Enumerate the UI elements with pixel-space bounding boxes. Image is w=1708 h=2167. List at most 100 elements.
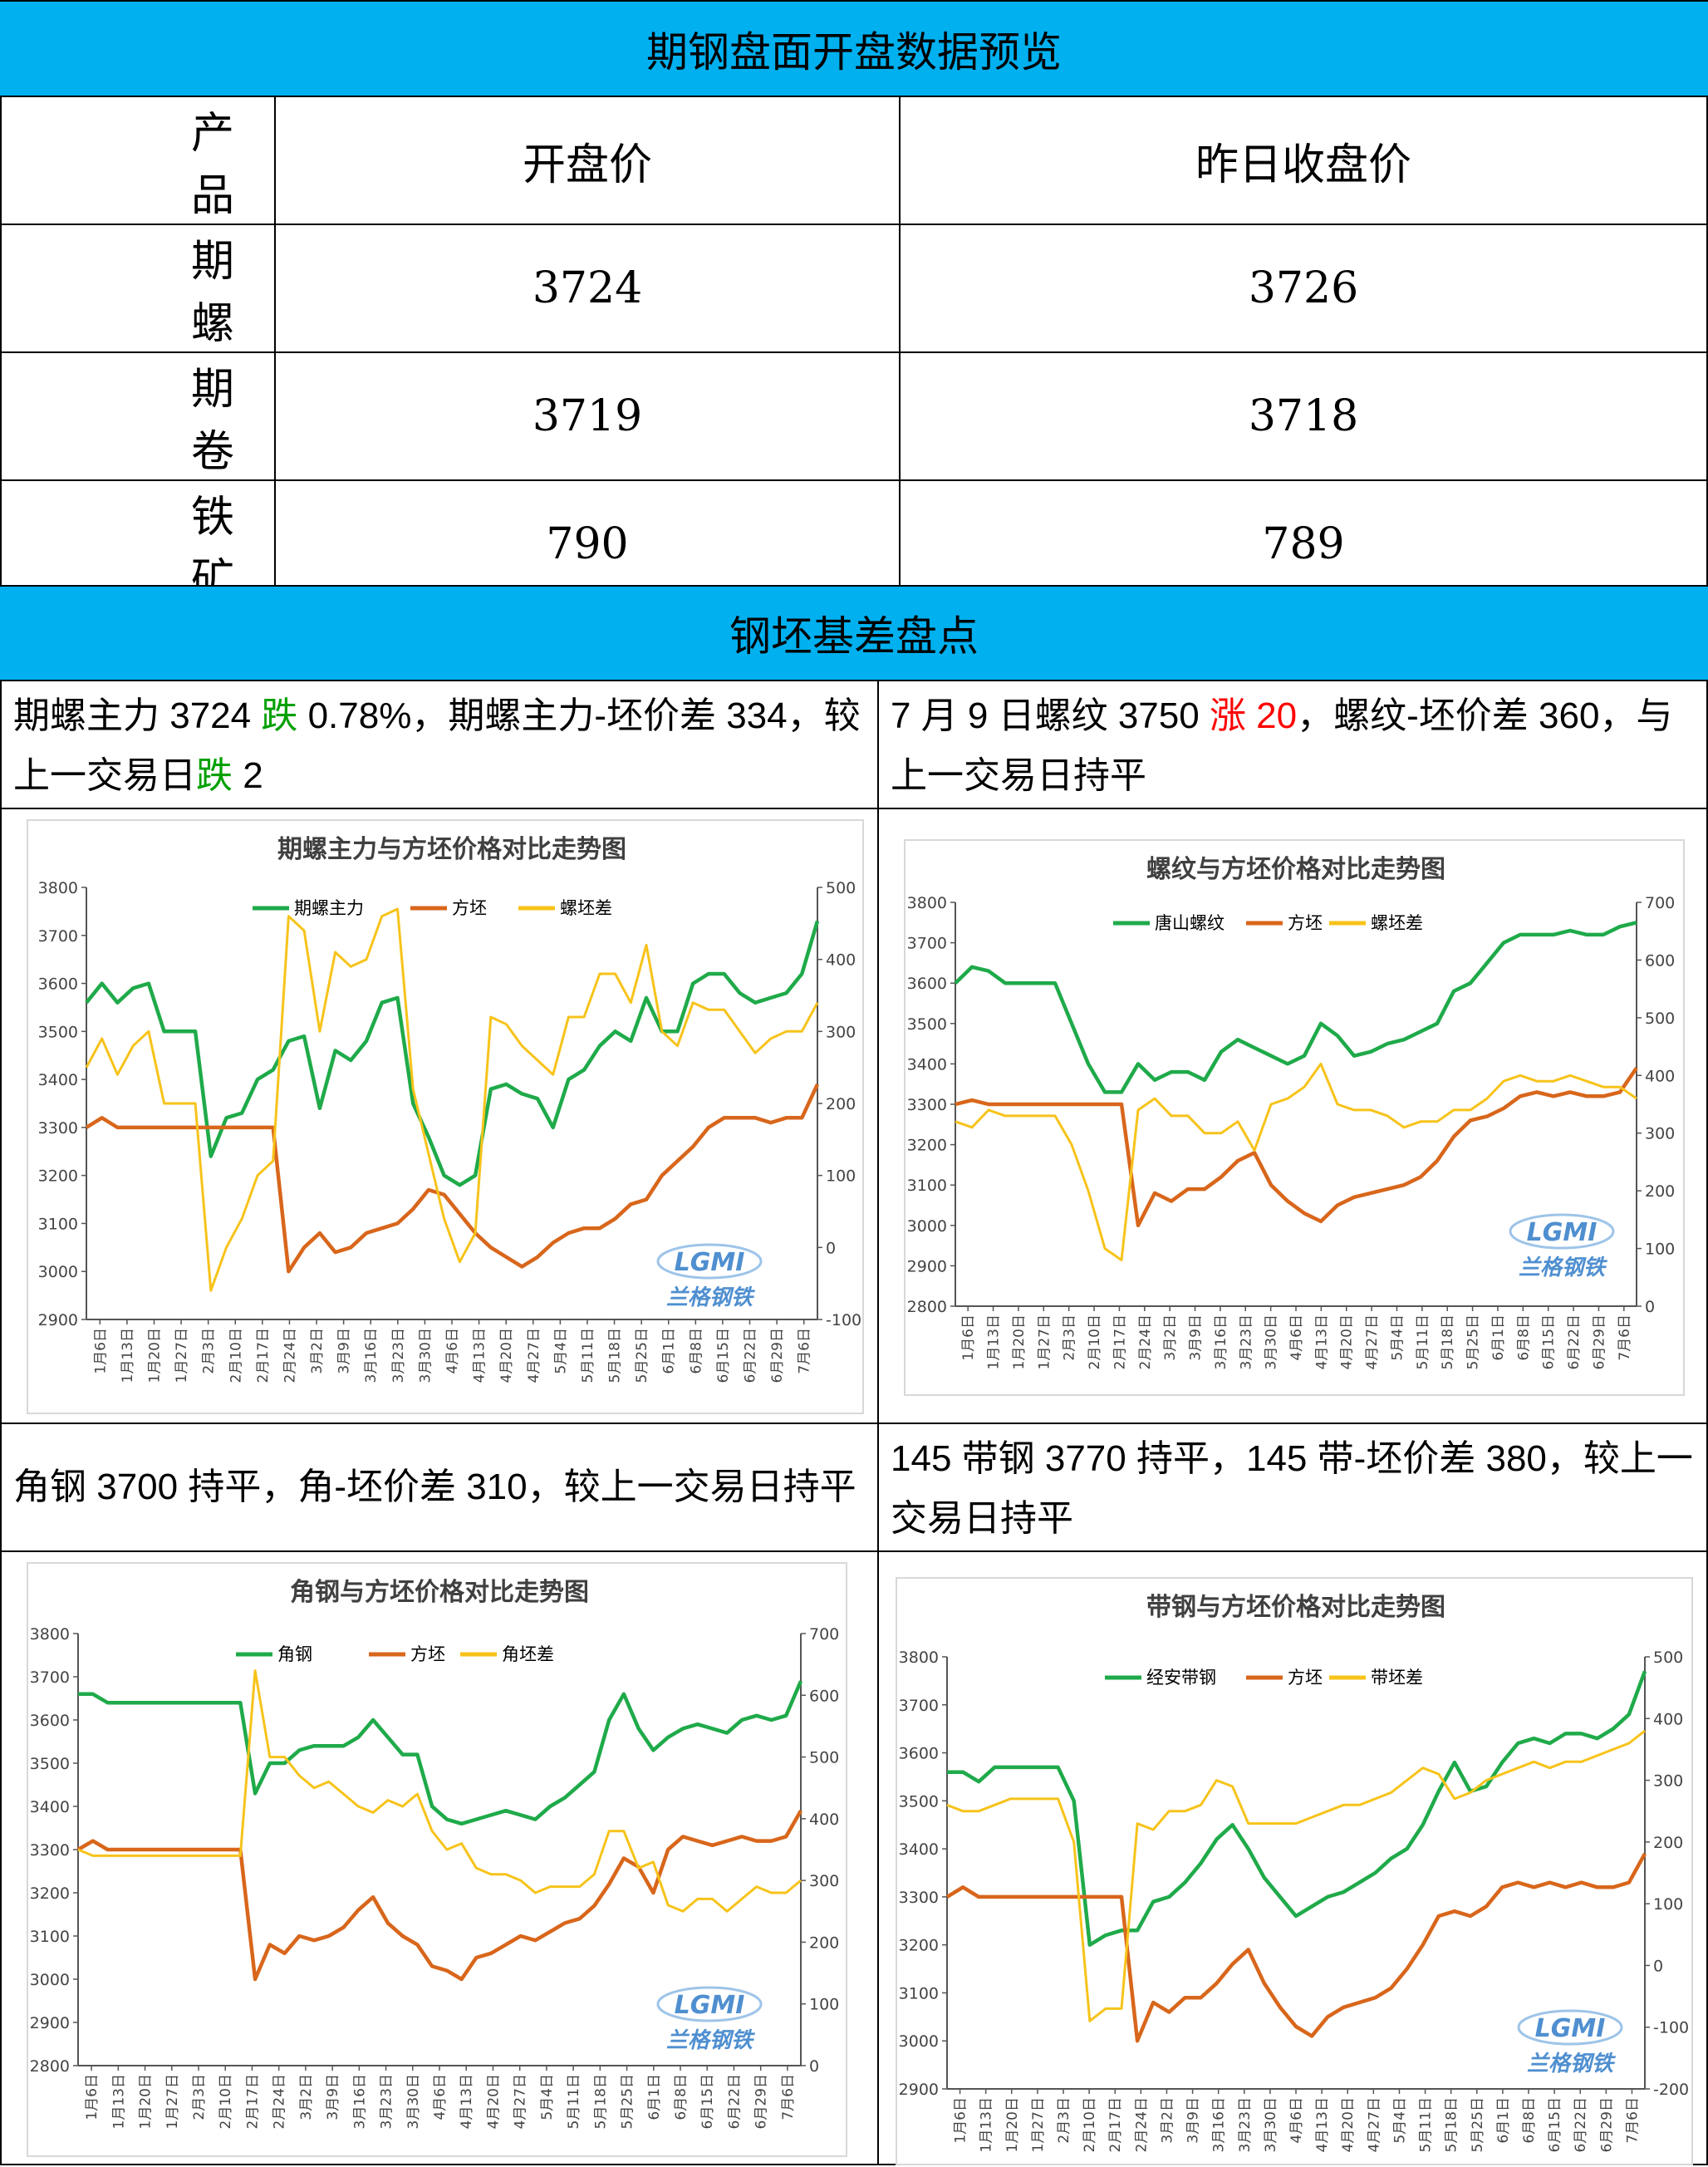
x-tick-label: 6月15日 xyxy=(1541,1314,1558,1369)
y2-tick-label: 300 xyxy=(809,1872,839,1890)
x-tick-label: 1月20日 xyxy=(1011,1314,1028,1369)
note-rebar-futures: 期螺主力 3724 跌 0.78%，期螺主力-坯价差 334，较上一交易日跌 2 xyxy=(0,680,879,809)
note-text: 0.78%，期螺主力-坯价差 334，较上一交易日 xyxy=(13,695,861,796)
x-tick-label: 6月15日 xyxy=(699,2074,716,2129)
x-tick-label: 6月8日 xyxy=(1515,1314,1532,1361)
x-tick-label: 4月20日 xyxy=(1340,2097,1357,2152)
x-tick-label: 6月1日 xyxy=(1490,1314,1507,1361)
x-tick-label: 2月3日 xyxy=(1062,1314,1078,1361)
x-tick-label: 1月20日 xyxy=(146,1328,163,1383)
y2-tick-label: 300 xyxy=(1653,1772,1683,1791)
legend-label: 方坯 xyxy=(410,1644,445,1664)
x-tick-label: 3月30日 xyxy=(405,2074,422,2129)
series-line-spread xyxy=(85,907,819,1292)
x-tick-label: 5月18日 xyxy=(592,2074,609,2129)
y2-tick-label: 300 xyxy=(826,1023,856,1041)
page-title: 期钢盘面开盘数据预览 xyxy=(0,0,1708,97)
note-angle: 角钢 3700 持平，角-坯价差 310，较上一交易日持平 xyxy=(0,1423,879,1552)
chart-cell-2: 螺纹与方坯价格对比走势图 2800 2900 3000 3100 3200 3300 3400… xyxy=(877,808,1708,1424)
y-tick-label: 2800 xyxy=(30,2057,70,2076)
y2-tick-label: 0 xyxy=(1645,1298,1655,1316)
y-tick-label: 3400 xyxy=(30,1798,70,1816)
x-tick-label: 3月9日 xyxy=(1188,1314,1205,1361)
chart-title: 角钢与方坯价格对比走势图 xyxy=(290,1578,589,1607)
y-tick-label: 3000 xyxy=(907,1217,947,1236)
y-tick-label: 3100 xyxy=(30,1928,70,1946)
x-tick-label: 4月13日 xyxy=(459,2074,475,2129)
strip-chart: 带钢与方坯价格对比走势图2900300031003200330034003500… xyxy=(899,1593,1689,2152)
x-tick-label: 4月20日 xyxy=(1339,1314,1356,1369)
y-tick-label: 3700 xyxy=(38,927,78,946)
y2-tick-label: 100 xyxy=(1653,1895,1683,1914)
down-label: 跌 xyxy=(261,695,298,736)
y2-tick-label: 300 xyxy=(1645,1125,1675,1143)
x-tick-label: 1月13日 xyxy=(986,1314,1003,1369)
x-tick-label: 2月24日 xyxy=(1137,1314,1154,1369)
y2-tick-label: -100 xyxy=(826,1311,861,1329)
y-tick-label: 3200 xyxy=(30,1884,70,1903)
y-tick-label: 3300 xyxy=(30,1841,70,1860)
x-tick-label: 1月13日 xyxy=(979,2097,995,2152)
y2-tick-label: 200 xyxy=(826,1095,856,1113)
legend-label: 角钢 xyxy=(277,1644,312,1664)
y-tick-label: 2900 xyxy=(30,2014,70,2032)
legend-label: 经安带钢 xyxy=(1146,1668,1216,1688)
x-tick-label: 5月18日 xyxy=(1444,2097,1460,2152)
x-tick-label: 2月17日 xyxy=(1107,2097,1124,2152)
series-line-product xyxy=(947,1670,1647,1947)
x-tick-label: 3月23日 xyxy=(1237,2097,1254,2152)
y-tick-label: 3800 xyxy=(38,879,78,897)
x-tick-label: 5月18日 xyxy=(1440,1314,1456,1369)
x-tick-label: 3月23日 xyxy=(1238,1314,1254,1369)
x-tick-label: 5月11日 xyxy=(580,1328,596,1383)
y2-tick-label: 500 xyxy=(1653,1649,1683,1667)
table-row: 期卷 3719 3718 xyxy=(0,351,1708,481)
x-tick-label: 3月2日 xyxy=(1162,1314,1179,1361)
series-line-spread xyxy=(946,1729,1646,2022)
y-tick-label: 3600 xyxy=(38,975,78,994)
x-tick-label: 2月17日 xyxy=(255,1328,272,1383)
chart-title: 带钢与方坯价格对比走势图 xyxy=(1146,1593,1445,1622)
y-tick-label: 3700 xyxy=(907,935,947,953)
y-tick-label: 3700 xyxy=(30,1668,70,1687)
product-cell: 期卷 xyxy=(0,351,276,481)
x-tick-label: 5月25日 xyxy=(620,2074,636,2129)
x-tick-label: 6月29日 xyxy=(769,1328,786,1383)
x-tick-label: 7月6日 xyxy=(797,1328,813,1374)
y2-tick-label: 500 xyxy=(1645,1010,1675,1028)
chart-title: 期螺主力与方坯价格对比走势图 xyxy=(277,835,626,864)
logo-text: 兰格钢铁 xyxy=(666,1285,756,1310)
x-tick-label: 4月6日 xyxy=(1288,1314,1305,1361)
y-tick-label: 3300 xyxy=(38,1119,78,1138)
y2-tick-label: 0 xyxy=(826,1239,836,1257)
y-tick-label: 3700 xyxy=(899,1697,939,1715)
y-tick-label: 3000 xyxy=(30,1971,70,1989)
legend-label: 方坯 xyxy=(1288,913,1323,933)
x-tick-label: 3月9日 xyxy=(1185,2097,1202,2144)
note-strip: 145 带钢 3770 持平，145 带-坯价差 380，较上一交易日持平 xyxy=(877,1423,1708,1552)
x-tick-label: 3月30日 xyxy=(417,1328,434,1383)
x-tick-label: 2月3日 xyxy=(1056,2097,1072,2144)
chart-frame: 角钢与方坯价格对比走势图 2800 2900 3000 3100 3200 3300 3400… xyxy=(27,1562,847,2157)
logo-text: 兰格钢铁 xyxy=(666,2028,756,2053)
x-tick-label: 6月22日 xyxy=(1566,1314,1583,1369)
series-line-billet xyxy=(76,1810,802,1982)
x-tick-label: 2月10日 xyxy=(228,1328,244,1383)
x-tick-label: 4月6日 xyxy=(432,2074,449,2120)
note-text: 期螺主力 3724 xyxy=(13,695,262,736)
x-tick-label: 1月27日 xyxy=(1036,1314,1053,1369)
x-tick-label: 2月10日 xyxy=(1082,2097,1098,2152)
x-tick-label: 1月13日 xyxy=(110,2074,127,2129)
y2-tick-label: 400 xyxy=(1645,1067,1675,1085)
x-tick-label: 2月24日 xyxy=(282,1328,298,1383)
logo-mark: LGMI xyxy=(1527,1218,1598,1247)
open-cell: 3724 xyxy=(274,224,901,353)
logo-mark: LGMI xyxy=(675,1248,745,1277)
y2-tick-label: 100 xyxy=(809,1996,839,2014)
x-tick-label: 3月16日 xyxy=(1213,1314,1229,1369)
x-tick-label: 6月15日 xyxy=(715,1328,732,1383)
x-tick-label: 2月24日 xyxy=(272,2074,288,2129)
logo-mark: LGMI xyxy=(675,1991,745,2020)
y2-tick-label: 500 xyxy=(826,879,856,897)
prev-close-cell: 3726 xyxy=(899,224,1708,353)
